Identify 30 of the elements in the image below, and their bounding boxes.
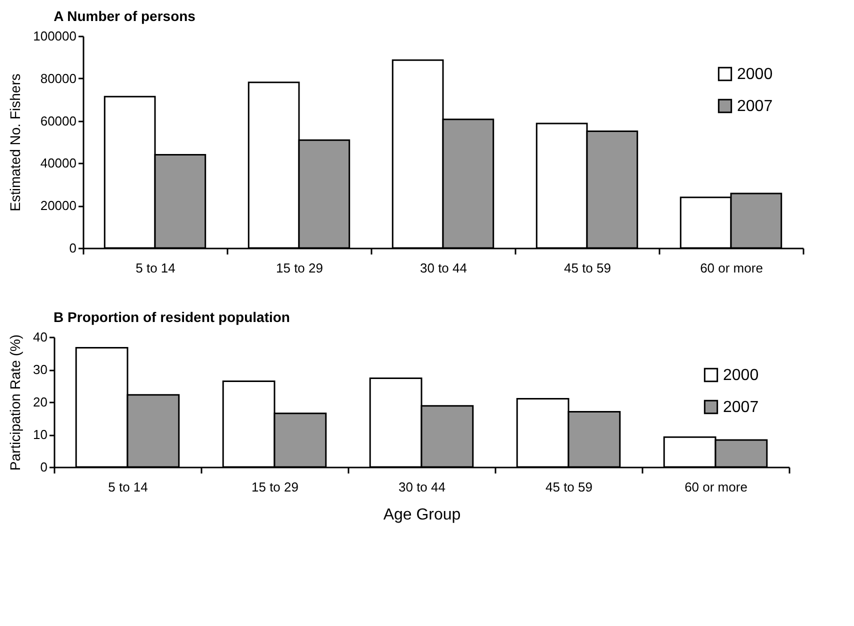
x-tick-label: 5 to 14 — [108, 480, 148, 494]
y-axis-title: Participation Rate (%) — [7, 334, 24, 471]
x-tick-label: 60 or more — [684, 480, 748, 494]
x-tick-label: 15 to 29 — [276, 260, 323, 276]
y-tick-label: 40 — [33, 330, 48, 344]
x-axis-title: Age Group — [383, 506, 461, 524]
chart-title: B Proportion of resident population — [54, 309, 290, 325]
y-tick-label: 40000 — [40, 156, 76, 171]
legend-label: 2000 — [737, 66, 773, 83]
y-tick-label: 80000 — [40, 70, 76, 86]
y-tick-label: 30 — [33, 362, 48, 377]
y-tick-label: 20000 — [40, 198, 76, 214]
y-axis-title: Estimated No. Fishers — [7, 74, 24, 212]
x-tick-label: 45 to 59 — [546, 480, 592, 494]
x-tick-label: 5 to 14 — [136, 260, 176, 276]
y-tick-label: 10 — [33, 427, 48, 442]
legend-label: 2000 — [723, 367, 759, 384]
x-tick-label: 45 to 59 — [564, 260, 611, 276]
x-tick-label: 15 to 29 — [252, 480, 298, 494]
y-tick-label: 20 — [33, 394, 48, 410]
chart-title: A Number of persons — [54, 8, 196, 24]
x-tick-label: 30 to 44 — [398, 480, 446, 494]
y-tick-label: 0 — [40, 460, 48, 474]
x-tick-label: 60 or more — [700, 260, 763, 276]
legend-label: 2007 — [737, 98, 773, 115]
legend-label: 2007 — [723, 399, 759, 416]
y-tick-label: 60000 — [40, 113, 76, 128]
y-tick-label: 0 — [69, 240, 76, 256]
y-tick-label: 100000 — [33, 28, 76, 44]
x-tick-label: 30 to 44 — [420, 260, 467, 276]
